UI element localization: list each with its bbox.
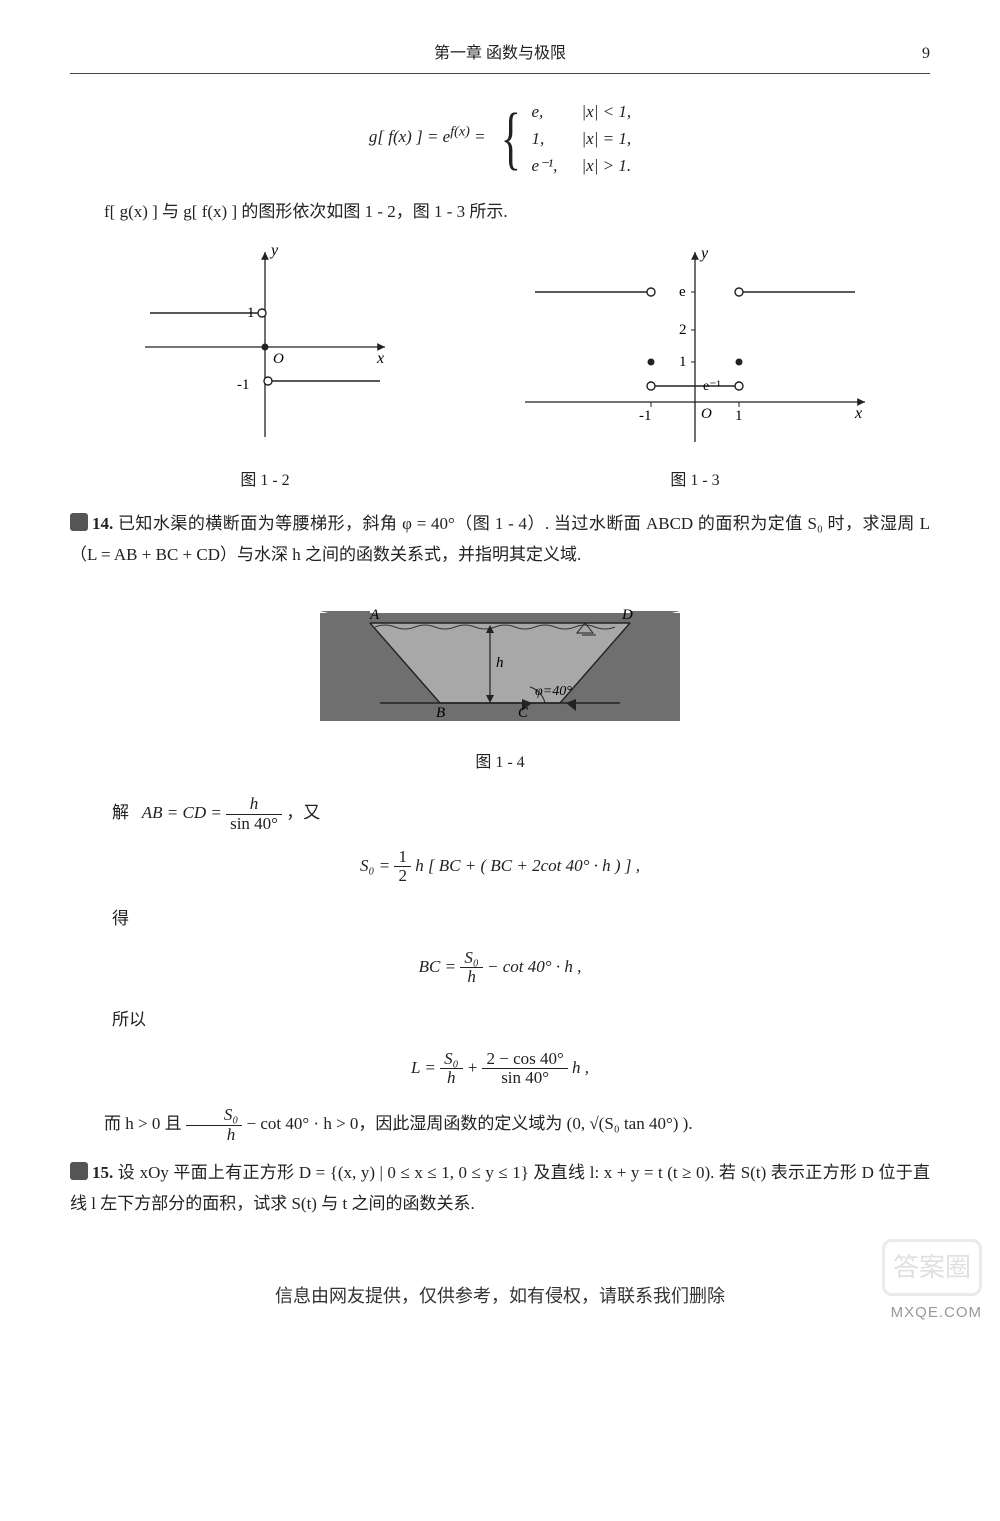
svg-text:O: O bbox=[273, 351, 284, 367]
svg-text:1: 1 bbox=[735, 408, 743, 424]
svg-text:C: C bbox=[518, 705, 529, 721]
figure-1-2-caption: 图 1 - 2 bbox=[125, 467, 405, 496]
footer-note: 信息由网友提供，仅供参考，如有侵权，请联系我们删除 bbox=[70, 1280, 930, 1312]
figure-1-2: y x O 1 -1 图 1 - 2 bbox=[125, 242, 405, 495]
problem-15: 15. 设 xOy 平面上有正方形 D = {(x, y) | 0 ≤ x ≤ … bbox=[70, 1158, 930, 1219]
svg-text:2: 2 bbox=[679, 322, 687, 338]
watermark-badge: 答案圈 bbox=[882, 1239, 982, 1296]
svg-text:B: B bbox=[436, 705, 445, 721]
svg-text:x: x bbox=[376, 350, 384, 367]
text-fgx-line: f[ g(x) ] 与 g[ f(x) ] 的图形依次如图 1 - 2，图 1 … bbox=[70, 197, 930, 228]
eq-L: L = S₀h + 2 − cos 40°sin 40° h , bbox=[70, 1050, 930, 1088]
text-de: 得 bbox=[70, 904, 930, 935]
svg-text:y: y bbox=[699, 245, 709, 262]
page-number: 9 bbox=[922, 40, 930, 69]
eq-s0: S₀ = 12 h [ BC + ( BC + 2cot 40° · h ) ]… bbox=[70, 848, 930, 886]
svg-text:-1: -1 bbox=[639, 408, 652, 424]
problem-14-text: 已知水渠的横断面为等腰梯形，斜角 φ = 40°（图 1 - 4）. 当过水断面… bbox=[70, 514, 930, 564]
text-suoyi: 所以 bbox=[70, 1005, 930, 1036]
svg-text:O: O bbox=[701, 406, 712, 422]
figure-1-4-caption: 图 1 - 4 bbox=[70, 749, 930, 778]
solution-14-domain: 而 h > 0 且 S₀h − cot 40° · h > 0，因此湿周函数的定… bbox=[70, 1106, 930, 1144]
equation-gfx-piecewise: g[ f(x) ] = ef(x) = { e,|x| < 1, 1,|x| =… bbox=[70, 98, 930, 180]
figure-1-4: A D B C h φ=40° bbox=[320, 591, 680, 741]
chapter-title: 第一章 函数与极限 bbox=[434, 40, 566, 69]
problem-15-text: 设 xOy 平面上有正方形 D = {(x, y) | 0 ≤ x ≤ 1, 0… bbox=[70, 1163, 930, 1213]
figures-row: y x O 1 -1 图 1 - 2 bbox=[70, 242, 930, 495]
svg-text:1: 1 bbox=[679, 354, 687, 370]
solution-label: 解 bbox=[112, 803, 129, 822]
left-brace-icon: { bbox=[501, 104, 521, 174]
problem-marker-icon bbox=[70, 1162, 88, 1180]
svg-text:A: A bbox=[369, 607, 380, 623]
svg-text:φ=40°: φ=40° bbox=[535, 684, 572, 699]
svg-text:-1: -1 bbox=[237, 377, 250, 393]
svg-text:1: 1 bbox=[247, 305, 255, 321]
eq-bc: BC = S₀h − cot 40° · h , bbox=[70, 949, 930, 987]
problem-15-number: 15. bbox=[92, 1163, 113, 1182]
svg-text:x: x bbox=[854, 405, 862, 422]
watermark-text: MXQE.COM bbox=[891, 1299, 982, 1326]
figure-1-3: y x O e 2 1 e⁻¹ -1 1 图 1 - 3 bbox=[515, 242, 875, 495]
svg-text:D: D bbox=[621, 607, 633, 623]
solution-14: 解 AB = CD = hsin 40° ，又 bbox=[70, 795, 930, 833]
figure-1-3-caption: 图 1 - 3 bbox=[515, 467, 875, 496]
svg-text:e: e bbox=[679, 284, 686, 300]
svg-text:y: y bbox=[269, 242, 279, 259]
svg-text:e⁻¹: e⁻¹ bbox=[703, 379, 721, 394]
svg-text:h: h bbox=[496, 655, 504, 671]
problem-marker-icon bbox=[70, 513, 88, 531]
problem-14-number: 14. bbox=[92, 514, 113, 533]
problem-14: 14. 已知水渠的横断面为等腰梯形，斜角 φ = 40°（图 1 - 4）. 当… bbox=[70, 509, 930, 570]
page-header: 第一章 函数与极限 9 bbox=[70, 40, 930, 74]
eq-prefix: g[ f(x) ] = e bbox=[369, 127, 450, 146]
